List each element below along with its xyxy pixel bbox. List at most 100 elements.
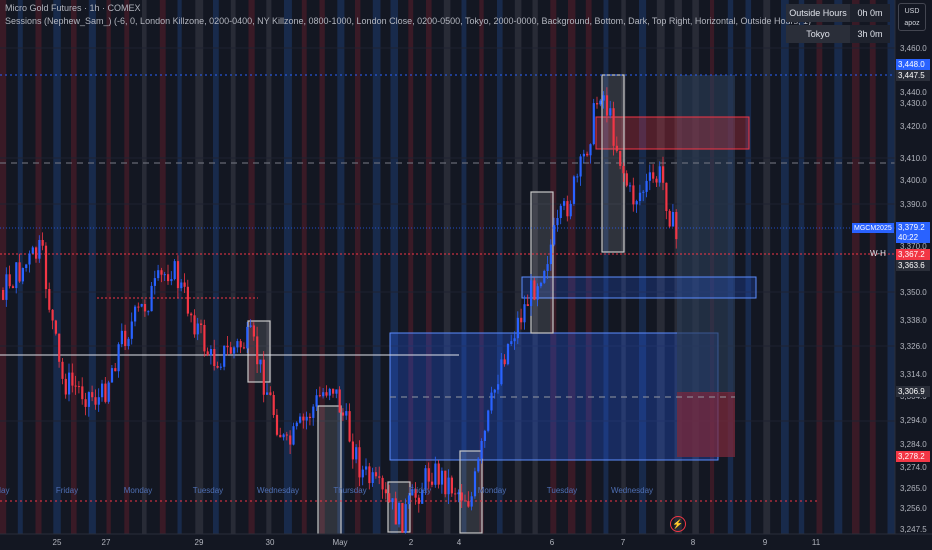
lightning-icon[interactable]: ⚡ — [670, 516, 686, 532]
current-price-tag: 3,379.2 — [896, 222, 930, 233]
chart-title[interactable]: Micro Gold Futures · 1h · COMEX — [5, 3, 141, 13]
price-tick-label: 3,430.0 — [900, 99, 927, 108]
candle-body — [114, 368, 117, 372]
candle-body — [493, 389, 496, 393]
candle-body — [658, 166, 661, 183]
candle-body — [668, 210, 671, 227]
price-tick-label: 3,440.0 — [900, 88, 927, 97]
session-band — [639, 0, 647, 534]
candle-body — [470, 496, 473, 507]
candle-body — [61, 361, 64, 379]
session-band — [284, 0, 292, 534]
candle-body — [421, 489, 424, 504]
candle-body — [549, 244, 552, 265]
weekday-label: Wednesday — [257, 486, 299, 495]
time-tick-label: 30 — [266, 538, 275, 547]
candle-body — [81, 386, 84, 400]
candle-body — [269, 392, 272, 395]
candle-body — [506, 344, 510, 365]
time-tick-label: 29 — [195, 538, 204, 547]
session-band — [248, 0, 255, 534]
candle-body — [94, 397, 97, 405]
candle-body — [170, 279, 173, 282]
price-tick-label: 3,338.0 — [900, 316, 927, 325]
session-band — [816, 0, 823, 534]
candle-body — [467, 501, 470, 507]
candle-body — [167, 274, 170, 282]
candle-body — [345, 411, 348, 416]
session-band — [745, 0, 752, 534]
candle-body — [173, 261, 176, 280]
session-band — [53, 0, 61, 534]
candle-body — [635, 201, 638, 205]
session-band — [106, 0, 111, 534]
session-row-outside-hours: Outside Hours 0h 0m — [786, 4, 890, 22]
session-band — [230, 0, 236, 534]
candle-body — [147, 311, 150, 313]
candle-body — [388, 493, 391, 502]
candlesticks — [2, 87, 678, 539]
currency-unit-button[interactable]: USD apoz — [898, 3, 926, 31]
candle-body — [176, 261, 180, 289]
candle-body — [77, 386, 81, 388]
price-tick-label: 3,410.0 — [900, 154, 927, 163]
candle-body — [533, 280, 536, 300]
candle-body — [239, 341, 242, 348]
candle-body — [427, 468, 430, 482]
candle-body — [675, 212, 678, 240]
candle-body — [579, 156, 582, 177]
time-axis — [0, 534, 895, 550]
candle-body — [599, 100, 602, 105]
candle-body — [566, 201, 569, 217]
weekday-label: Wednesday — [611, 486, 653, 495]
candle-body — [563, 201, 566, 206]
candle-body — [480, 441, 483, 459]
candle-body — [348, 411, 351, 442]
candle-body — [417, 497, 420, 504]
candle-body — [530, 280, 533, 307]
candle-body — [523, 304, 526, 323]
candle-body — [54, 320, 57, 334]
time-axis-ticks: 25 27 29 30 May 2 4 6 7 8 9 11 — [53, 538, 821, 547]
session-band — [355, 0, 361, 534]
candle-body — [398, 503, 401, 525]
price-tick-label: 3,265.0 — [900, 484, 927, 493]
candle-body — [262, 359, 265, 395]
symbol-tag: MGCM2025 — [852, 223, 894, 233]
candle-body — [193, 315, 196, 335]
candle-body — [272, 395, 275, 415]
candle-body — [180, 282, 183, 289]
candle-body — [2, 290, 5, 300]
candle-body — [652, 172, 655, 179]
supply-zone — [595, 116, 750, 150]
price-tick-label: 3,326.0 — [900, 342, 927, 351]
session-band — [213, 0, 219, 534]
candle-body — [325, 392, 328, 396]
candle-body — [209, 349, 213, 356]
time-tick-label: 11 — [812, 538, 821, 547]
candle-body — [368, 466, 371, 484]
candle-body — [572, 176, 576, 204]
candle-body — [302, 416, 305, 421]
price-tick-label: 3,274.0 — [900, 463, 927, 472]
candle-body — [150, 285, 153, 312]
weekday-label: Friday — [56, 486, 78, 495]
candle-body — [671, 212, 675, 227]
session-band — [443, 0, 451, 534]
candle-body — [157, 270, 160, 279]
candle-body — [236, 341, 239, 348]
session-band — [532, 0, 538, 534]
session-band — [142, 0, 147, 534]
candle-body — [153, 278, 156, 286]
candle-body — [68, 372, 71, 395]
candle-body — [384, 489, 387, 494]
candle-body — [292, 426, 295, 445]
candle-body — [183, 282, 186, 287]
price-tick-label: 3,256.0 — [900, 504, 927, 513]
candle-body — [431, 481, 434, 485]
candle-body — [48, 289, 51, 310]
candle-body — [295, 422, 298, 427]
candle-body — [137, 306, 140, 308]
indicator-legend[interactable]: Sessions (Nephew_Sam_) (-6, 0, London Ki… — [5, 16, 811, 26]
